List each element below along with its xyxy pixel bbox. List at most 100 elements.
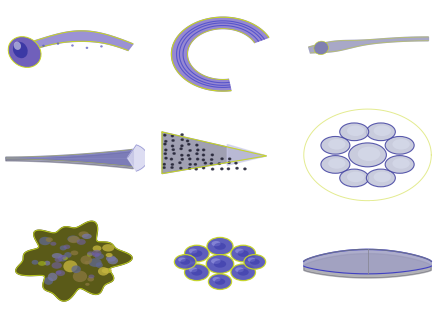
Ellipse shape <box>187 143 191 146</box>
Ellipse shape <box>348 143 386 167</box>
Ellipse shape <box>195 144 198 146</box>
Ellipse shape <box>180 133 183 136</box>
Ellipse shape <box>178 161 181 164</box>
Ellipse shape <box>67 235 79 242</box>
Ellipse shape <box>42 45 45 47</box>
Ellipse shape <box>71 265 81 273</box>
Ellipse shape <box>180 148 183 150</box>
Ellipse shape <box>62 257 68 260</box>
Ellipse shape <box>14 42 21 50</box>
Ellipse shape <box>163 163 166 166</box>
Text: 4: 4 <box>7 201 15 211</box>
Ellipse shape <box>96 262 103 268</box>
Ellipse shape <box>180 144 183 147</box>
Ellipse shape <box>235 267 244 272</box>
Ellipse shape <box>228 158 231 160</box>
Ellipse shape <box>98 267 109 276</box>
Ellipse shape <box>189 163 192 166</box>
Ellipse shape <box>180 154 183 156</box>
Ellipse shape <box>102 244 114 252</box>
Text: 3: 3 <box>302 95 309 105</box>
Ellipse shape <box>202 159 205 161</box>
Ellipse shape <box>184 264 209 281</box>
Ellipse shape <box>8 37 41 67</box>
Ellipse shape <box>39 237 51 245</box>
Ellipse shape <box>87 251 94 256</box>
Ellipse shape <box>57 43 59 45</box>
Ellipse shape <box>71 44 74 47</box>
Ellipse shape <box>163 134 166 137</box>
Ellipse shape <box>358 147 380 161</box>
Ellipse shape <box>250 259 260 265</box>
Ellipse shape <box>170 158 173 161</box>
Ellipse shape <box>196 158 199 161</box>
Ellipse shape <box>50 242 56 246</box>
Ellipse shape <box>60 255 66 259</box>
Ellipse shape <box>213 277 220 282</box>
Ellipse shape <box>87 253 92 257</box>
Ellipse shape <box>321 155 350 173</box>
Ellipse shape <box>180 259 190 265</box>
Ellipse shape <box>81 255 92 264</box>
Ellipse shape <box>64 252 72 258</box>
Ellipse shape <box>374 125 391 136</box>
Ellipse shape <box>165 157 168 160</box>
Text: 2: 2 <box>155 95 162 105</box>
Text: 6: 6 <box>302 203 309 213</box>
Ellipse shape <box>244 255 266 269</box>
Ellipse shape <box>70 251 78 255</box>
Ellipse shape <box>220 157 224 160</box>
Ellipse shape <box>164 149 167 151</box>
Polygon shape <box>6 151 133 169</box>
Polygon shape <box>30 31 133 50</box>
Ellipse shape <box>188 149 192 152</box>
Ellipse shape <box>314 41 328 55</box>
Ellipse shape <box>194 168 198 170</box>
Polygon shape <box>128 145 148 171</box>
Ellipse shape <box>85 283 90 286</box>
Ellipse shape <box>77 239 86 245</box>
Ellipse shape <box>321 137 350 154</box>
Ellipse shape <box>13 42 28 58</box>
Ellipse shape <box>227 161 231 164</box>
Ellipse shape <box>211 154 214 156</box>
Ellipse shape <box>93 246 102 252</box>
Ellipse shape <box>248 258 255 262</box>
Ellipse shape <box>238 269 249 276</box>
Ellipse shape <box>227 167 230 170</box>
Ellipse shape <box>374 172 391 182</box>
Ellipse shape <box>385 155 414 173</box>
Ellipse shape <box>215 278 225 285</box>
Ellipse shape <box>164 152 167 155</box>
Ellipse shape <box>171 163 174 166</box>
Ellipse shape <box>84 261 90 264</box>
Ellipse shape <box>211 168 214 170</box>
Polygon shape <box>304 249 431 274</box>
Ellipse shape <box>194 163 197 166</box>
Ellipse shape <box>238 250 249 257</box>
Polygon shape <box>172 17 269 91</box>
Ellipse shape <box>63 245 70 249</box>
Ellipse shape <box>367 169 395 187</box>
Ellipse shape <box>186 140 189 142</box>
Ellipse shape <box>385 137 414 154</box>
Ellipse shape <box>235 249 244 253</box>
Ellipse shape <box>211 258 221 264</box>
Ellipse shape <box>92 252 99 257</box>
Ellipse shape <box>179 167 183 169</box>
Ellipse shape <box>171 135 174 137</box>
Polygon shape <box>309 37 429 53</box>
Polygon shape <box>309 37 429 53</box>
Ellipse shape <box>95 253 104 259</box>
Ellipse shape <box>191 250 202 257</box>
Ellipse shape <box>163 143 167 145</box>
Polygon shape <box>304 249 431 274</box>
Ellipse shape <box>106 253 113 257</box>
Ellipse shape <box>347 172 364 182</box>
Text: 1: 1 <box>7 95 14 105</box>
Ellipse shape <box>44 261 50 265</box>
Ellipse shape <box>214 243 226 250</box>
Polygon shape <box>304 253 431 278</box>
Ellipse shape <box>100 45 103 47</box>
Ellipse shape <box>55 270 62 275</box>
